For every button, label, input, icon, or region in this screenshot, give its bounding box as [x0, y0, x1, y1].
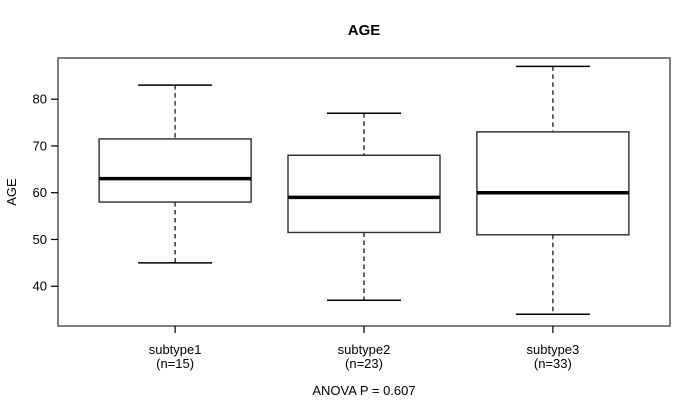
group-sublabel: (n=33): [534, 356, 572, 371]
iqr-box: [476, 131, 630, 236]
group-label: subtype2: [338, 342, 391, 357]
anova-annotation: ANOVA P = 0.607: [312, 383, 415, 398]
group-sublabel: (n=23): [345, 356, 383, 371]
y-tick-label: 60: [33, 185, 47, 200]
iqr-box: [287, 154, 441, 234]
y-tick-label: 40: [33, 279, 47, 294]
iqr-box: [98, 138, 252, 203]
y-tick-label: 50: [33, 232, 47, 247]
y-tick-label: 70: [33, 138, 47, 153]
group-label: subtype3: [527, 342, 580, 357]
y-axis-label: AGE: [4, 178, 19, 206]
y-tick-label: 80: [33, 92, 47, 107]
chart-title: AGE: [348, 22, 381, 39]
group-sublabel: (n=15): [156, 356, 194, 371]
group-label: subtype1: [149, 342, 202, 357]
